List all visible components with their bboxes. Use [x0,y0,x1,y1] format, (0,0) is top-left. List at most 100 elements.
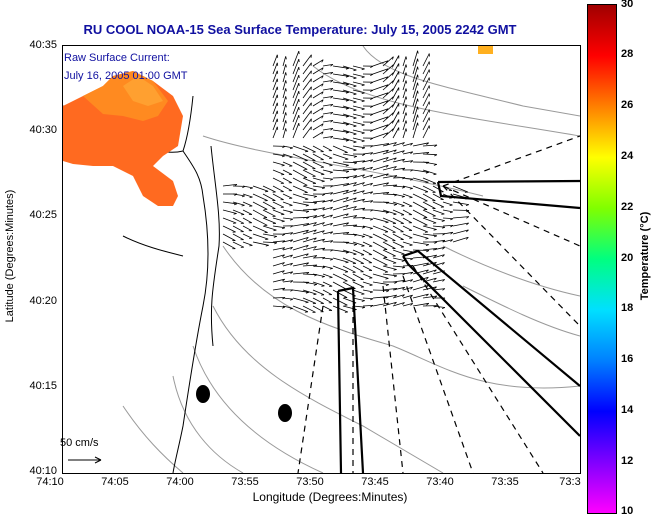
current-vector [352,89,365,94]
current-vector-head [314,229,317,233]
current-vector-head [426,293,429,297]
current-vector [362,225,373,229]
current-vector-head [441,220,445,222]
current-vector [412,193,428,202]
current-vector [342,97,357,103]
current-time: July 16, 2005 01:00 GMT [64,70,188,82]
current-vector [332,73,349,77]
current-vector [282,254,293,259]
current-vector [352,81,365,86]
current-vector-head [370,105,374,108]
current-vector [342,206,357,211]
current-vector [422,109,430,123]
current-vector [402,80,407,91]
current-vector-head [386,173,389,177]
current-vector [392,95,400,107]
current-vector-head [425,244,429,246]
current-vector [232,233,244,241]
current-vector [292,297,309,303]
current-vector-head [434,144,438,147]
current-vector-head [369,284,373,286]
current-vector-head [362,190,365,193]
current-vector [432,193,444,200]
current-vector-head [409,188,413,190]
current-vector-head [345,131,349,134]
current-vector [352,105,365,110]
current-vector-head [321,91,324,95]
current-vector [412,276,429,283]
current-vector [232,241,244,248]
colorbar-tick: 28 [621,48,634,60]
current-vector [382,72,394,83]
current-vector [272,94,278,107]
current-vector [332,137,349,141]
current-vector [312,305,324,313]
current-vector-head [330,231,334,235]
current-vector-head [409,251,413,254]
current-vector [352,198,365,203]
current-vector [422,144,438,147]
current-vector [332,189,349,195]
current-vector-head [410,265,414,268]
current-vector [222,201,237,205]
current-vector [372,273,389,279]
current-vector-head [322,238,325,242]
current-vector-head [392,64,394,68]
current-vector-head [466,222,469,226]
current-vector [252,185,269,192]
current-vector-head [345,197,349,200]
current-vector [402,112,407,123]
current-vector-head [321,276,325,278]
current-vector [322,240,333,243]
current-vector-head [329,165,333,167]
current-vector-head [394,301,397,305]
current-vector-head [385,221,389,224]
current-vector [352,249,365,256]
current-vector [372,302,389,307]
current-vector [422,209,436,217]
current-vector [392,279,405,283]
current-vector-head [282,287,286,291]
current-vector [332,305,348,313]
current-vector-head [449,204,453,206]
current-vector [292,253,309,259]
current-vector [322,192,333,195]
current-vector-head [353,302,357,304]
current-vector [402,88,407,99]
current-vector-head [265,190,269,193]
current-vector-head [393,275,398,278]
current-vector [402,128,407,139]
current-vector [342,249,357,255]
current-vector [342,175,357,179]
current-vector [322,104,333,107]
current-vector-head [305,198,309,200]
current-vector-head [285,104,287,108]
current-vector-head [353,156,357,158]
current-vector [422,201,436,209]
current-vector [292,161,308,170]
current-vector [382,96,394,107]
colorbar-tick: 14 [621,404,634,416]
current-vector-head [370,166,373,170]
current-vector [342,129,357,135]
map-panel[interactable] [62,45,581,474]
current-vector [292,74,300,91]
colorbar-tick: 26 [621,99,634,111]
colorbar-tick: 18 [621,302,634,314]
current-vector [422,85,430,99]
current-vector [312,281,325,287]
current-vector [402,120,407,131]
current-vector [312,107,324,115]
current-vector [272,169,285,175]
current-vector [342,65,357,71]
current-vector [262,217,277,224]
current-vector [382,225,396,233]
current-vector [342,89,357,95]
current-vector [272,185,284,193]
current-vector [312,145,324,153]
current-vector [302,297,317,304]
current-vector [232,193,245,197]
current-vector [312,153,324,161]
current-vector-head [305,301,309,304]
current-vector [262,233,277,237]
